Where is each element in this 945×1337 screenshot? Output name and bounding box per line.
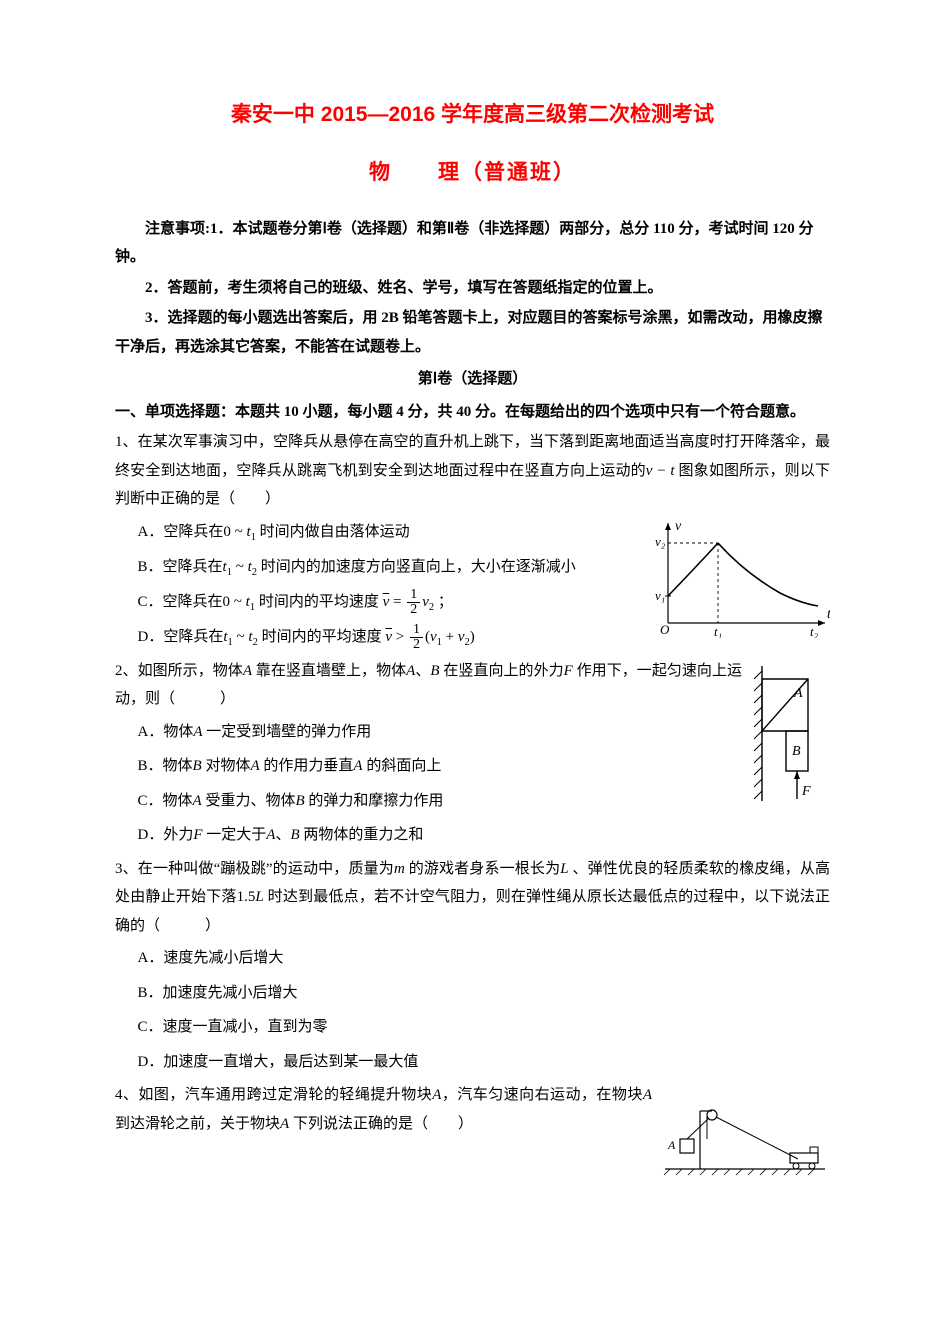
section-1-instruction: 一、单项选择题：本题共 10 小题，每小题 4 分，共 40 分。在每题给出的四… — [115, 398, 830, 427]
q2-diagram: A B F — [750, 661, 830, 822]
q2-option-a: A．物体A 一定受到墙壁的弹力作用 — [115, 717, 830, 749]
graph-v-axis: v — [675, 519, 682, 534]
q1-graph: v₂ v₁ O t₁ t₂ v t — [650, 518, 830, 649]
exam-subtitle: 物 理（普通班） — [115, 153, 830, 193]
section-1-header: 第Ⅰ卷（选择题） — [115, 365, 830, 394]
q3-option-d: D．加速度一直增大，最后达到某一最大值 — [115, 1047, 830, 1079]
q3-option-a: A．速度先减小后增大 — [115, 943, 830, 975]
notice-3: 3．选择题的每小题选出答案后，用 2B 铅笔答题卡上，对应题目的答案标号涂黑，如… — [115, 304, 830, 361]
graph-v1-label: v₁ — [655, 588, 665, 603]
q1-text: 1、在某次军事演习中，空降兵从悬停在高空的直升机上跳下，当下落到距离地面适当高度… — [115, 428, 830, 514]
q2-option-b: B．物体B 对物体A 的作用力垂直A 的斜面向上 — [115, 751, 830, 783]
question-4: A 4、如图，汽车通用跨过定滑轮的轻绳提升物块A，汽车匀速向右运动，在物块A 到… — [115, 1081, 830, 1192]
q2-label-a: A — [793, 686, 803, 701]
q2-text: 2、如图所示，物体A 靠在竖直墙壁上，物体A、B 在竖直向上的外力F 作用下，一… — [115, 657, 830, 714]
q3-text: 3、在一种叫做“蹦极跳”的运动中，质量为m 的游戏者身系一根长为L 、弹性优良的… — [115, 855, 830, 941]
graph-origin: O — [660, 622, 670, 637]
q2-label-b: B — [792, 744, 801, 759]
question-3: 3、在一种叫做“蹦极跳”的运动中，质量为m 的游戏者身系一根长为L 、弹性优良的… — [115, 855, 830, 1079]
notice-2: 2．答题前，考生须将自己的班级、姓名、学号，填写在答题纸指定的位置上。 — [115, 274, 830, 303]
graph-t-axis: t — [827, 607, 830, 622]
exam-title: 秦安一中 2015—2016 学年度高三级第二次检测考试 — [115, 95, 830, 135]
ground-hatch-icon — [664, 1169, 814, 1175]
q3-option-c: C．速度一直减小，直到为零 — [115, 1012, 830, 1044]
graph-t1-label: t₁ — [714, 624, 722, 638]
graph-t2-label: t₂ — [810, 624, 819, 638]
question-2: A B F 2、如图所示，物体A 靠在竖直墙壁上，物体A、B 在竖直向上的外力F… — [115, 657, 830, 855]
graph-v2-label: v₂ — [655, 534, 666, 549]
q2-option-d: D．外力F 一定大于A、B 两物体的重力之和 — [115, 820, 830, 852]
q3-option-b: B．加速度先减小后增大 — [115, 978, 830, 1010]
q2-option-c: C．物体A 受重力、物体B 的弹力和摩擦力作用 — [115, 786, 830, 818]
q4-label-a: A — [667, 1138, 676, 1152]
truck-icon — [790, 1153, 818, 1163]
q2-label-f: F — [801, 784, 811, 799]
question-1: 1、在某次军事演习中，空降兵从悬停在高空的直升机上跳下，当下落到距离地面适当高度… — [115, 428, 830, 657]
wall-hatch-icon — [754, 671, 762, 799]
q4-diagram: A — [660, 1101, 830, 1192]
notice-1: 注意事项:1．本试题卷分第Ⅰ卷（选择题）和第Ⅱ卷（非选择题）两部分，总分 110… — [115, 215, 830, 272]
